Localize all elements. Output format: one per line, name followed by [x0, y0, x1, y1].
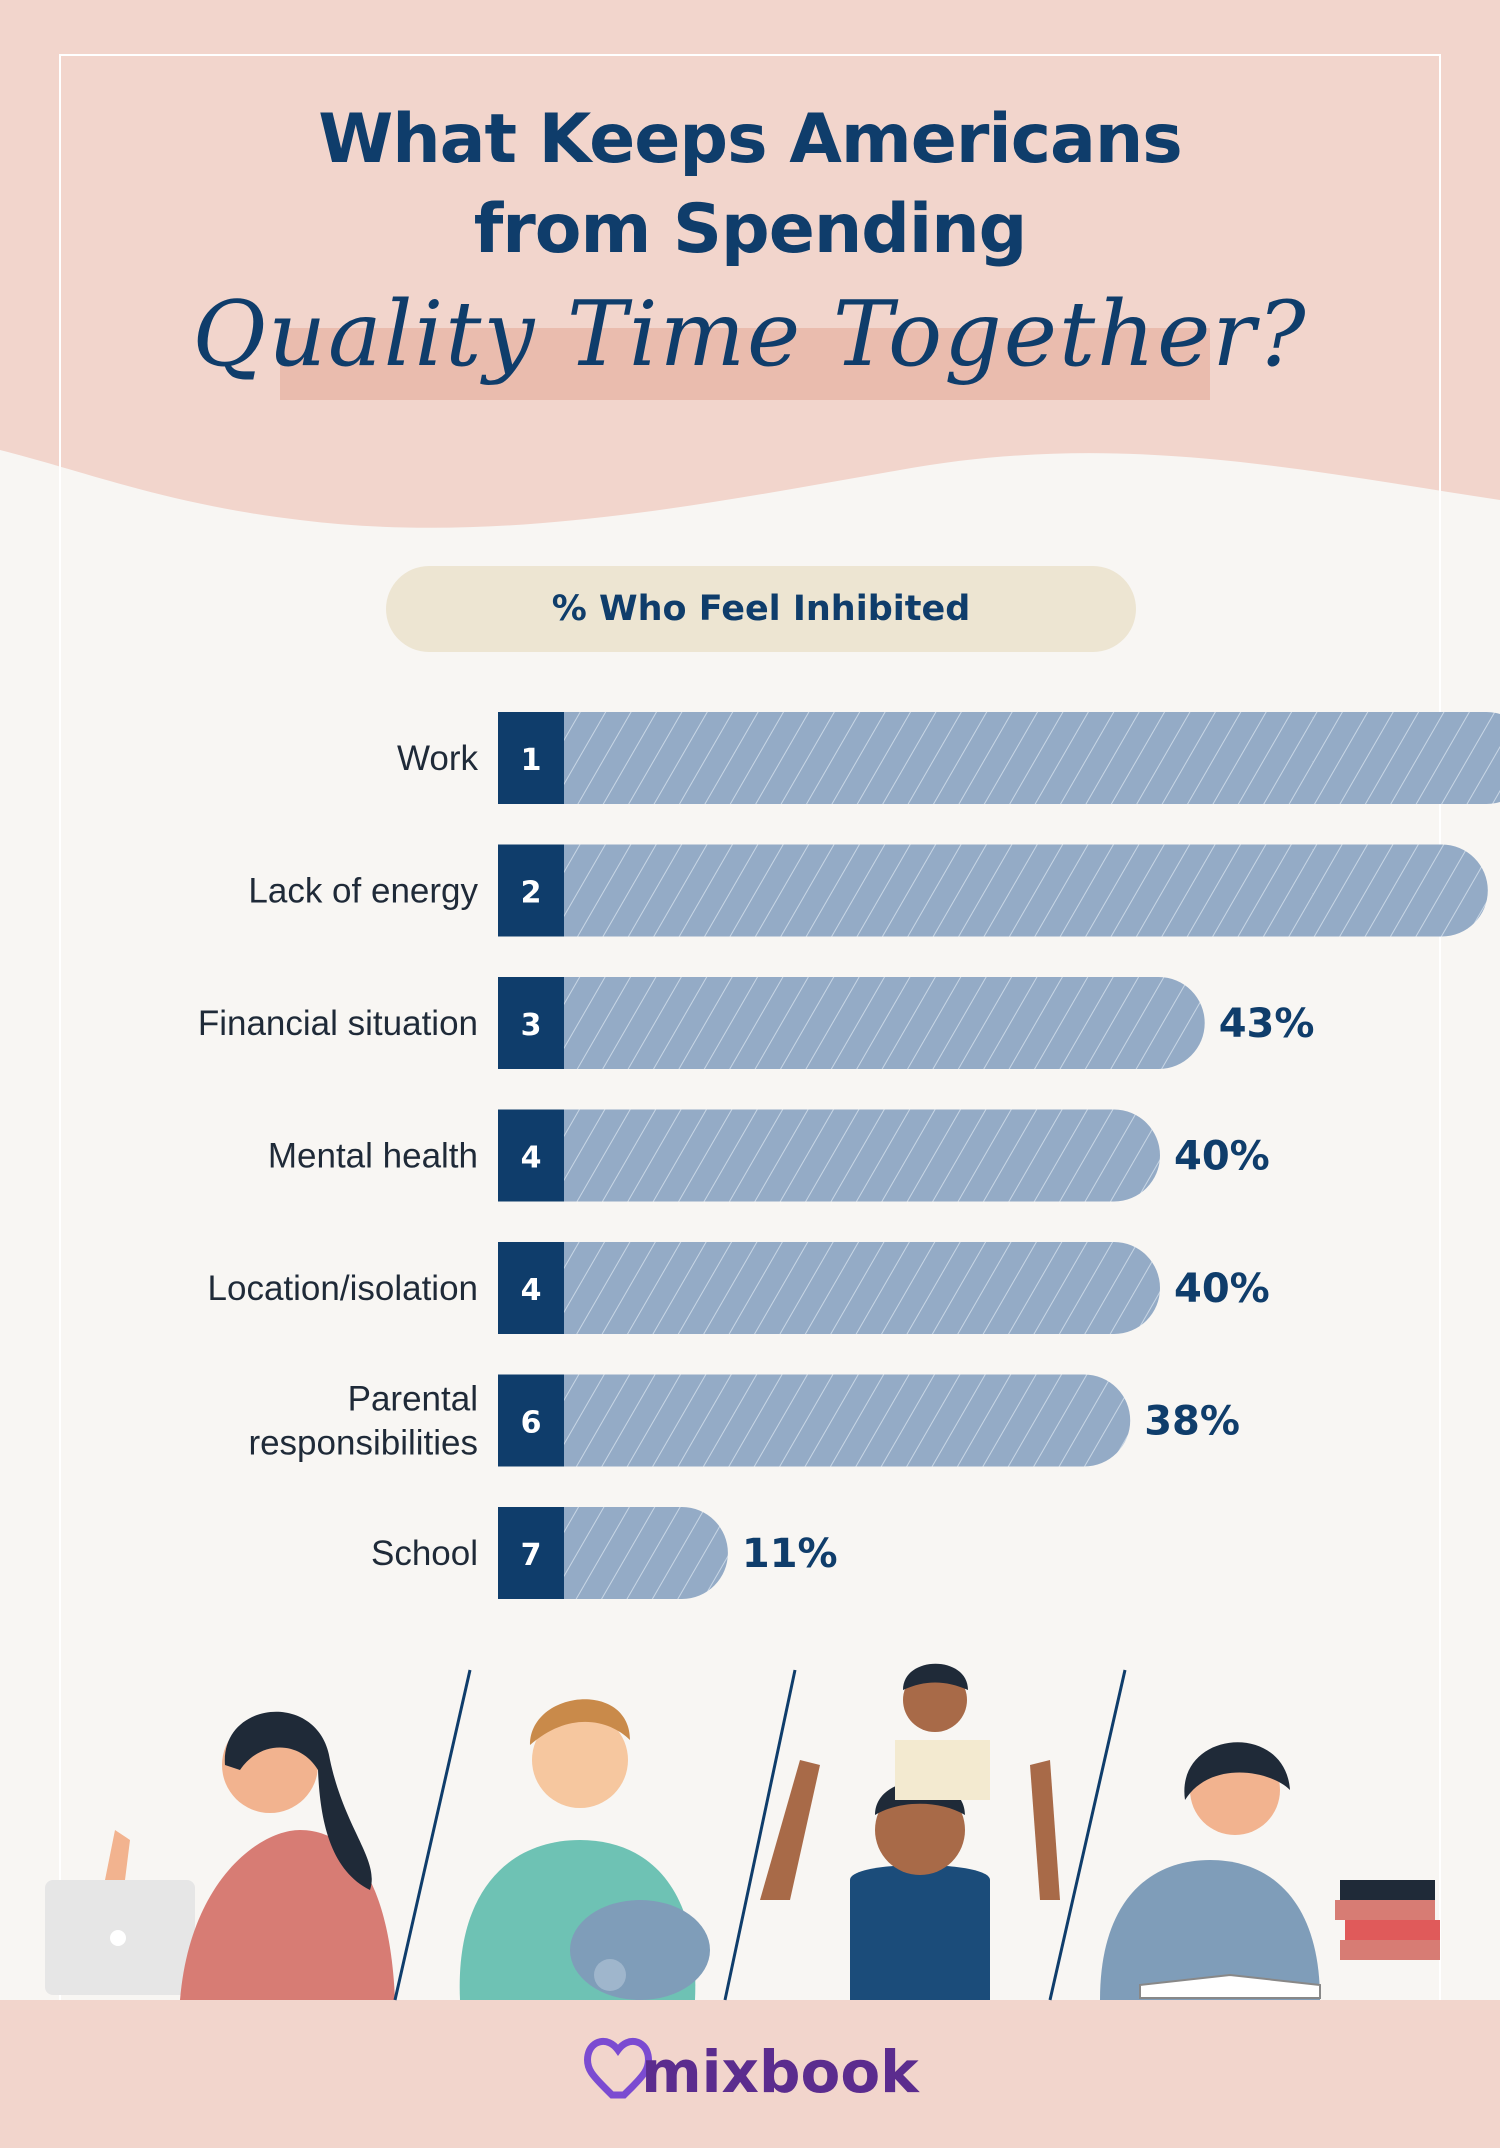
rank-box — [498, 1507, 564, 1599]
rank-label: 2 — [521, 876, 542, 911]
rank-label: 4 — [521, 1141, 542, 1176]
category-label: Lack of energy — [248, 872, 478, 911]
rank-box — [498, 844, 564, 937]
bar — [564, 1242, 1160, 1334]
mixbook-logo: mixbook — [0, 2038, 1500, 2106]
category-label: Work — [397, 739, 479, 778]
rank-label: 6 — [521, 1406, 542, 1441]
chart-header: % Who Feel Inhibited — [386, 566, 1136, 652]
value-label: 11% — [742, 1531, 838, 1577]
category-label: Mental health — [268, 1137, 478, 1176]
value-label: 38% — [1144, 1399, 1240, 1445]
rank-box — [498, 977, 564, 1069]
value-label: 40% — [1174, 1266, 1270, 1312]
rank-label: 4 — [521, 1273, 542, 1308]
woman-laptop-icon — [45, 1711, 395, 2000]
logo-text: mixbook — [641, 2038, 919, 2106]
bar — [564, 1374, 1131, 1467]
value-label: 40% — [1174, 1134, 1270, 1180]
category-label: Financial situation — [198, 1004, 478, 1043]
title-line-2: from Spending — [473, 190, 1028, 269]
rank-box — [498, 1242, 564, 1334]
rank-box — [498, 712, 564, 804]
bar — [564, 977, 1205, 1069]
illustrations — [45, 1663, 1440, 2001]
category-label: Location/isolation — [208, 1269, 478, 1308]
rank-box — [498, 1109, 564, 1202]
category-label: Parental responsibilities — [248, 1380, 478, 1463]
category-label: School — [371, 1534, 478, 1573]
title-line-3: Quality Time Together? — [192, 282, 1308, 387]
rank-label: 1 — [521, 743, 542, 778]
man-piggy-bank-icon — [459, 1699, 710, 2000]
rank-label: 3 — [521, 1008, 542, 1043]
value-label: 43% — [1219, 1001, 1315, 1047]
rank-label: 7 — [521, 1538, 542, 1573]
bar — [564, 712, 1500, 804]
woman-studying-icon — [1100, 1742, 1440, 2000]
heart-icon — [583, 2037, 653, 2099]
title-line-1: What Keeps Americans — [318, 100, 1183, 179]
rank-box — [498, 1374, 564, 1467]
bar — [564, 1109, 1160, 1202]
father-child-icon — [760, 1663, 1060, 2000]
bar — [564, 844, 1488, 937]
bar — [564, 1507, 728, 1599]
